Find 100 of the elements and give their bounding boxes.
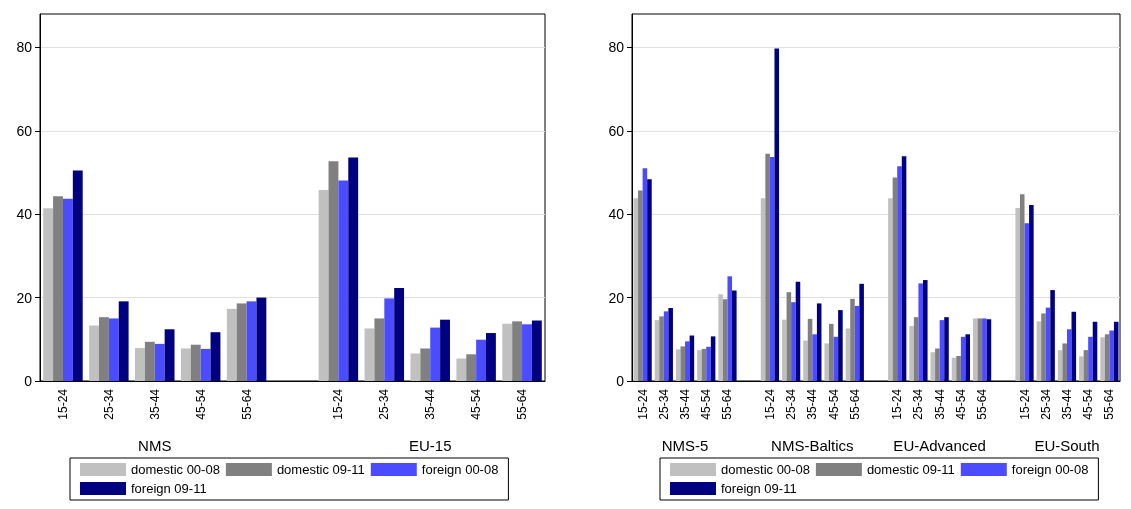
bar [1113,321,1119,381]
bar [164,329,175,381]
bar [1079,356,1084,381]
x-tick-label: 15-24 [331,388,346,420]
bar [1029,205,1034,381]
bar [384,298,395,381]
bar [791,302,796,381]
bar [512,321,523,381]
bar [732,290,737,381]
x-tick-label: 35-44 [147,388,162,420]
bar [236,303,247,381]
bar [824,343,829,381]
bar [430,327,441,381]
bar [210,332,221,381]
bar [456,358,467,381]
legend-label: foreign 09-11 [721,481,797,496]
bar [1066,329,1072,381]
bar [812,334,817,381]
text: NMS [138,437,172,454]
y-tick-label: 40 [16,206,33,223]
bar [718,294,723,381]
bar [246,301,257,381]
bar [638,190,643,381]
bar [440,319,450,381]
x-tick-label: 35-44 [423,388,438,420]
x-tick-label: 55-64 [515,388,530,420]
bar [972,318,978,381]
bar [680,346,686,381]
y-tick-label: 80 [16,39,33,56]
y-tick-label: 0 [616,373,625,389]
bar [944,317,949,381]
bar [765,153,770,381]
bar [466,354,477,381]
x-tick-label: 15-24 [635,388,650,420]
legend-label: domestic 00-08 [721,462,810,477]
legend-label: foreign 00-08 [421,462,499,477]
bar [685,341,690,381]
y-tick-label: 20 [16,289,33,306]
bar [318,189,329,381]
bar [1100,337,1105,381]
y-tick-label: 20 [608,289,625,306]
legend-label: domestic 00-08 [131,462,220,477]
x-tick-label: 25-34 [101,388,116,420]
y-tick-label: 60 [16,122,33,139]
x-tick-label: 25-34 [656,388,671,420]
x-tick-label: 15-24 [1017,388,1032,420]
bar [829,323,834,381]
x-tick-label: 55-64 [239,388,254,420]
bar [838,310,843,381]
bar [374,318,385,381]
bar [1015,207,1020,381]
x-tick-label: 25-34 [377,388,392,420]
x-tick-label: 45-54 [826,388,841,420]
bar [53,196,63,381]
bar [364,328,375,381]
bar [144,341,155,381]
bar [1109,330,1114,381]
bar [1088,336,1093,381]
bar [1050,290,1055,381]
text: NMS-Baltics [771,437,854,454]
x-tick-label: 15-24 [55,388,70,420]
x-tick-label: 25-34 [911,388,926,420]
x-tick-label: 55-64 [720,388,735,420]
bar [774,48,780,381]
y-tick-label: 0 [24,373,33,389]
x-tick-label: 25-34 [1038,388,1053,420]
y-tick-label: 60 [608,122,625,139]
bar [633,198,639,381]
bar [486,333,496,381]
bar [328,161,339,381]
bar [668,308,673,381]
x-tick-label: 35-44 [932,388,947,420]
bar [98,317,109,381]
x-tick-label: 45-54 [193,388,208,420]
bar [348,157,359,381]
bar [410,353,421,381]
bar [531,320,542,381]
x-tick-label: 15-24 [762,388,777,420]
legend-label: domestic 09-11 [276,462,365,477]
bar [647,179,652,381]
bar [706,346,711,381]
bar [697,350,702,381]
bar [43,208,54,381]
x-tick-label: 55-64 [975,388,990,420]
x-tick-label: 45-54 [469,388,484,420]
bar [394,288,405,381]
x-tick-label: 55-64 [1102,388,1117,420]
legend-label: foreign 00-08 [1011,462,1089,477]
bar [226,308,237,381]
x-tick-label: 35-44 [805,388,820,420]
bar [62,198,73,381]
bar [659,316,664,381]
bar [118,301,129,381]
y-tick-label: 80 [608,39,625,56]
bar [923,280,928,381]
bar [522,324,532,381]
bar [502,323,513,381]
bar [190,344,201,381]
bar [256,297,267,381]
x-tick-label: 25-34 [784,388,799,420]
